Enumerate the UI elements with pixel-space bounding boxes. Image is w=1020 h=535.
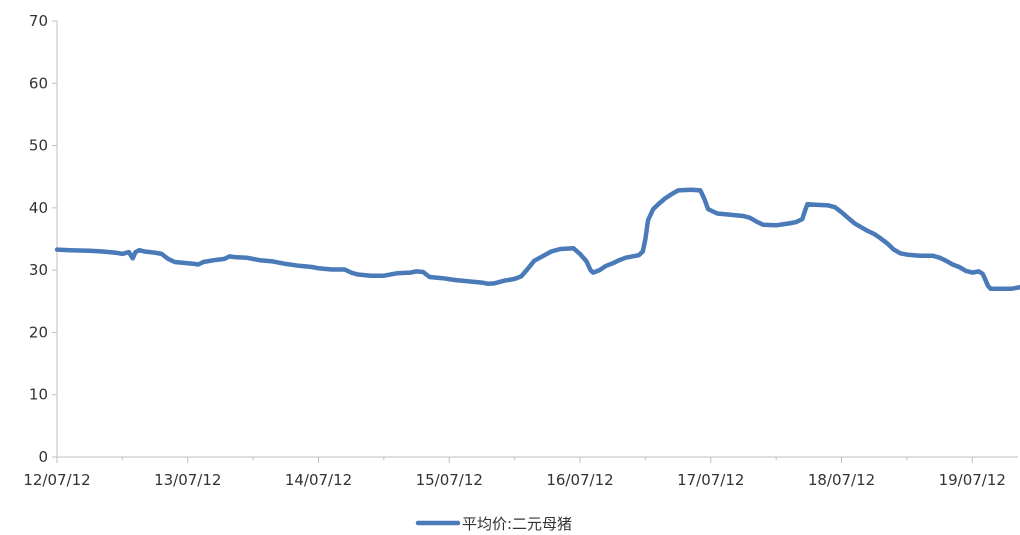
x-tick-label: 13/07/12 bbox=[154, 471, 221, 489]
y-tick-label: 40 bbox=[29, 199, 48, 217]
x-tick-label: 15/07/12 bbox=[416, 471, 483, 489]
y-tick-label: 20 bbox=[29, 323, 48, 341]
x-tick-label: 12/07/12 bbox=[23, 471, 90, 489]
series-line bbox=[54, 187, 1020, 292]
y-tick-label: 50 bbox=[29, 137, 48, 155]
legend-label: 平均价:二元母猪 bbox=[462, 515, 572, 533]
legend: 平均价:二元母猪 bbox=[415, 515, 572, 533]
y-tick-label: 0 bbox=[38, 448, 48, 466]
x-tick-label: 17/07/12 bbox=[677, 471, 744, 489]
x-tick-label: 18/07/12 bbox=[808, 471, 875, 489]
x-tick-label: 16/07/12 bbox=[546, 471, 613, 489]
plot-area bbox=[54, 187, 1020, 292]
x-tick-label: 14/07/12 bbox=[285, 471, 352, 489]
y-tick-label: 70 bbox=[29, 12, 48, 30]
y-tick-label: 10 bbox=[29, 386, 48, 404]
x-tick-label: 19/07/12 bbox=[939, 471, 1006, 489]
y-tick-label: 60 bbox=[29, 74, 48, 92]
y-axis: 0 10 20 30 40 50 60 70 bbox=[29, 12, 58, 466]
x-axis: 12/07/12 13/07/12 14/07/12 15/07/12 16/07/12… bbox=[23, 456, 1018, 489]
y-tick-label: 30 bbox=[29, 261, 48, 279]
